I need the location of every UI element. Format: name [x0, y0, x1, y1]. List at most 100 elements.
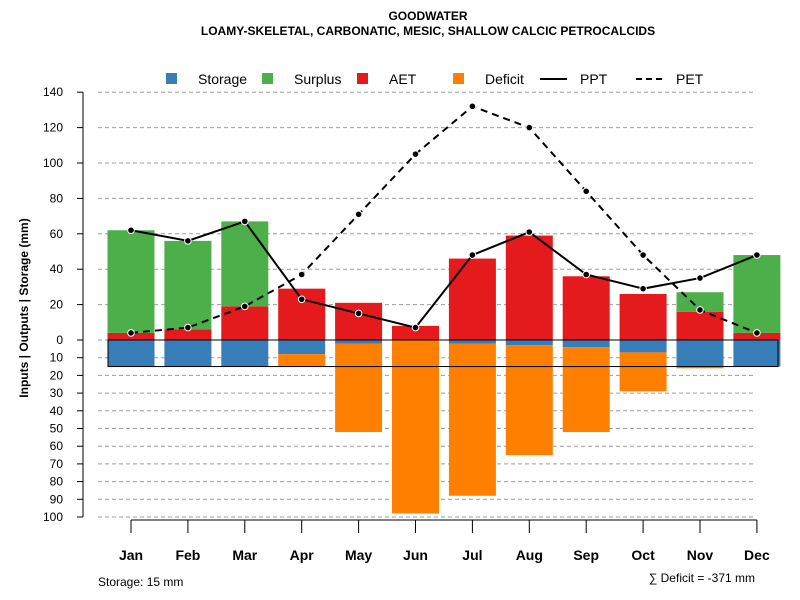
- x-tick-label: Aug: [516, 547, 543, 563]
- aet-bar: [392, 325, 439, 340]
- chart-subtitle: LOAMY-SKELETAL, CARBONATIC, MESIC, SHALL…: [201, 24, 655, 38]
- deficit-bar: [619, 352, 667, 392]
- x-tick-label: Dec: [744, 547, 770, 563]
- ppt-point: [639, 284, 647, 293]
- y-tick-label: 40: [50, 262, 64, 276]
- storage-bar: [733, 340, 781, 367]
- storage-capacity-box: [107, 339, 779, 368]
- y-tick-label: 60: [50, 439, 64, 453]
- storage-bar: [107, 340, 155, 367]
- ppt-point: [297, 295, 306, 304]
- storage-bar: [562, 340, 610, 348]
- ppt-point: [468, 251, 477, 259]
- x-tick-label: Mar: [232, 547, 257, 563]
- pet-point: [184, 323, 192, 332]
- deficit-bar: [562, 347, 610, 433]
- x-tick-label: Sep: [573, 547, 599, 563]
- ppt-line: [130, 220, 758, 329]
- storage-bar: [278, 340, 326, 355]
- pet-point: [354, 210, 363, 219]
- ppt-point: [582, 270, 591, 279]
- legend-deficit-swatch: [453, 73, 464, 84]
- surplus-bar: [164, 240, 212, 330]
- y-tick-label: 10: [50, 351, 64, 365]
- y-tick-label: 100: [43, 156, 63, 170]
- y-axis-label: Inputs | Outputs | Storage (mm): [17, 218, 31, 397]
- storage-bar: [505, 340, 553, 346]
- y-tick-label: 70: [50, 457, 64, 471]
- x-tick-label: Apr: [290, 547, 315, 563]
- pet-point: [525, 123, 534, 132]
- y-tick-label: 80: [50, 191, 64, 205]
- deficit-bar: [505, 345, 553, 456]
- storage-bar: [448, 340, 496, 344]
- y-tick-label: 0: [56, 333, 63, 347]
- ppt-point: [127, 226, 135, 235]
- aet-bar: [221, 306, 269, 340]
- surplus-bar: [733, 255, 781, 333]
- legend-aet-label: AET: [389, 71, 417, 87]
- pet-point: [582, 187, 591, 196]
- series-lines: [127, 102, 761, 337]
- ppt-point: [241, 217, 249, 226]
- deficit-bar: [392, 340, 439, 514]
- y-tick-label: 20: [50, 368, 64, 382]
- y-tick-label: 50: [50, 422, 64, 436]
- deficit-bar: [676, 366, 724, 369]
- x-tick-label: Oct: [631, 547, 655, 563]
- surplus-bar: [676, 292, 724, 312]
- pet-point: [297, 270, 306, 279]
- aet-bar: [619, 293, 667, 340]
- ppt-point: [753, 251, 761, 259]
- pet-point: [411, 150, 420, 158]
- pet-point: [241, 302, 249, 311]
- pet-point: [468, 102, 477, 111]
- y-tick-label: 80: [50, 475, 64, 489]
- ppt-point: [354, 309, 363, 318]
- y-tick-label: 100: [43, 510, 63, 524]
- legend-surplus-label: Surplus: [294, 71, 341, 87]
- ppt-point: [696, 274, 704, 282]
- storage-bar: [164, 340, 212, 367]
- pet-point: [639, 251, 647, 259]
- y-tick-label: 90: [50, 492, 64, 506]
- pet-line: [130, 105, 758, 334]
- storage-bar: [335, 340, 383, 344]
- y-tick-label: 40: [50, 404, 64, 418]
- storage-bar: [221, 340, 269, 367]
- storage-total-note: Storage: 15 mm: [98, 575, 183, 589]
- y-tick-label: 30: [50, 386, 64, 400]
- axes: 0 20 40 60 80 100 120 140 10 20 30 40 50 60 70 80 90 100 J…: [43, 85, 770, 563]
- deficit-total-note: ∑ Deficit = -371 mm: [649, 571, 755, 585]
- legend-storage-label: Storage: [198, 71, 247, 87]
- storage-bar: [619, 340, 667, 353]
- legend-deficit-label: Deficit: [485, 71, 524, 87]
- ppt-point: [411, 323, 420, 332]
- pet-point: [696, 306, 704, 314]
- y-tick-label: 60: [50, 227, 64, 241]
- legend-aet-swatch: [357, 73, 368, 84]
- legend-storage-swatch: [166, 73, 177, 84]
- deficit-bar: [335, 343, 383, 433]
- aet-bar: [448, 258, 496, 340]
- y-tick-label: 120: [43, 121, 63, 135]
- legend-surplus-swatch: [262, 73, 273, 84]
- pet-point: [127, 329, 135, 337]
- y-tick-label: 140: [43, 85, 63, 99]
- ppt-point: [525, 228, 534, 236]
- x-tick-label: Nov: [687, 547, 714, 563]
- x-tick-label: May: [345, 547, 372, 563]
- legend-ppt-label: PPT: [580, 71, 608, 87]
- aet-bar: [676, 311, 724, 340]
- legend-pet-label: PET: [676, 71, 704, 87]
- bars: [107, 221, 781, 514]
- storage-bar: [676, 340, 724, 367]
- deficit-bar: [448, 343, 496, 496]
- x-tick-label: Jul: [462, 547, 482, 563]
- aet-bar: [562, 276, 610, 340]
- x-tick-label: Jun: [403, 547, 428, 563]
- x-tick-label: Jan: [119, 547, 143, 563]
- aet-bar: [505, 235, 553, 340]
- surplus-bar: [221, 221, 269, 307]
